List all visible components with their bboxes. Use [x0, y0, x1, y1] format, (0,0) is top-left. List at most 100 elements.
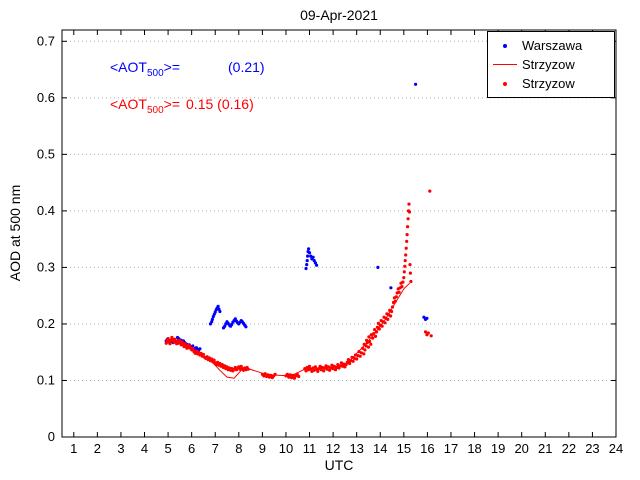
legend-entry: Strzyzow: [488, 74, 614, 93]
legend-dot-marker: [488, 81, 522, 86]
data-point-strzyzow: [371, 336, 375, 340]
data-point-strzyzow: [336, 363, 340, 367]
data-point-strzyzow: [212, 358, 216, 362]
annotation-eq: >=: [163, 96, 181, 112]
data-point-strzyzow: [373, 334, 378, 338]
data-point-strzyzow: [330, 363, 334, 367]
data-point-strzyzow: [358, 354, 362, 358]
data-point-strzyzow: [409, 279, 413, 284]
data-point-strzyzow: [390, 309, 394, 314]
data-point-strzyzow: [304, 369, 308, 373]
chart-title: 09-Apr-2021: [300, 7, 378, 23]
x-tick-label: 20: [514, 441, 528, 456]
annotation-subscript: 500: [146, 67, 164, 79]
data-point-warszawa: [306, 254, 310, 258]
legend-dot-marker: [488, 43, 522, 48]
annotation-warszawa: <AOT500>= (0.21): [110, 59, 265, 79]
data-point-strzyzow: [366, 345, 371, 349]
data-point-strzyzow: [352, 356, 356, 360]
data-point-warszawa: [218, 309, 222, 314]
data-point-strzyzow: [404, 253, 408, 257]
data-point-warszawa: [305, 263, 309, 267]
data-point-warszawa: [414, 82, 418, 86]
data-point-warszawa: [389, 286, 393, 290]
data-point-strzyzow: [400, 285, 404, 289]
data-point-strzyzow: [402, 270, 406, 274]
x-tick-label: 8: [235, 441, 242, 456]
x-tick-label: 5: [164, 441, 171, 456]
data-point-strzyzow: [426, 331, 430, 335]
x-tick-label: 4: [141, 441, 148, 456]
data-point-warszawa: [304, 266, 308, 271]
data-point-strzyzow: [373, 328, 377, 332]
data-point-strzyzow: [393, 299, 397, 303]
annotation-prefix: <AOT: [110, 96, 147, 112]
legend-label: Warszawa: [522, 38, 583, 53]
y-tick-label: 0.7: [37, 33, 55, 48]
axes-box: [61, 29, 617, 438]
data-point-strzyzow: [394, 295, 398, 299]
data-point-strzyzow: [363, 348, 367, 352]
data-point-strzyzow: [364, 344, 368, 348]
data-point-strzyzow: [266, 373, 270, 377]
y-tick-label: 0.2: [37, 316, 55, 331]
data-point-strzyzow: [368, 339, 372, 344]
y-axis-label: AOD at 500 nm: [7, 184, 23, 282]
data-point-strzyzow: [220, 363, 224, 367]
data-point-warszawa: [311, 255, 315, 259]
annotation-strzyzow: <AOT500>= 0.15 (0.16): [110, 96, 254, 116]
data-point-strzyzow: [329, 366, 333, 370]
data-point-strzyzow: [316, 369, 320, 373]
legend-line-marker: [488, 64, 522, 65]
data-point-strzyzow: [297, 374, 301, 379]
y-tick-label: 0.3: [37, 259, 55, 274]
data-point-warszawa: [422, 315, 426, 319]
data-point-strzyzow: [287, 375, 291, 379]
data-point-strzyzow: [322, 369, 326, 373]
x-tick-label: 23: [585, 441, 599, 456]
data-point-strzyzow: [397, 290, 401, 294]
legend: Warszawa Strzyzow Strzyzow: [487, 31, 615, 98]
data-point-strzyzow: [348, 361, 352, 366]
legend-label: Strzyzow: [522, 57, 575, 72]
legend-label: Strzyzow: [522, 76, 575, 91]
data-point-warszawa: [244, 325, 248, 329]
data-point-warszawa: [376, 265, 380, 269]
data-point-strzyzow: [383, 321, 387, 325]
data-point-strzyzow: [346, 358, 350, 362]
data-point-strzyzow: [197, 350, 201, 354]
data-point-strzyzow: [324, 364, 328, 368]
data-point-strzyzow: [403, 259, 407, 263]
x-tick-label: 2: [94, 441, 101, 456]
data-point-strzyzow: [246, 367, 250, 371]
annotation-eq: >=: [163, 59, 181, 75]
data-point-strzyzow: [210, 357, 214, 361]
data-point-strzyzow: [318, 364, 322, 368]
legend-entry: Warszawa: [488, 36, 614, 55]
data-point-strzyzow: [168, 342, 172, 346]
x-tick-label: 17: [444, 441, 458, 456]
data-point-warszawa: [309, 254, 313, 258]
x-tick-label: 19: [491, 441, 505, 456]
data-point-strzyzow: [386, 317, 390, 321]
x-tick-label: 22: [562, 441, 576, 456]
x-tick-label: 13: [349, 441, 363, 456]
data-point-strzyzow: [408, 271, 412, 275]
data-point-strzyzow: [408, 263, 412, 267]
x-tick-label: 6: [188, 441, 195, 456]
data-point-warszawa: [198, 347, 202, 351]
series-line-strzyzow: [166, 282, 411, 379]
data-point-strzyzow: [342, 362, 346, 366]
data-point-strzyzow: [380, 324, 384, 328]
data-point-strzyzow: [335, 365, 339, 370]
x-tick-label: 21: [538, 441, 552, 456]
data-point-strzyzow: [191, 346, 195, 350]
x-tick-label: 10: [279, 441, 293, 456]
y-tick-label: 0.5: [37, 146, 55, 161]
data-point-strzyzow: [320, 365, 325, 370]
data-point-strzyzow: [402, 276, 406, 280]
data-point-strzyzow: [201, 352, 205, 357]
data-point-strzyzow: [406, 217, 410, 221]
data-point-strzyzow: [407, 210, 412, 214]
